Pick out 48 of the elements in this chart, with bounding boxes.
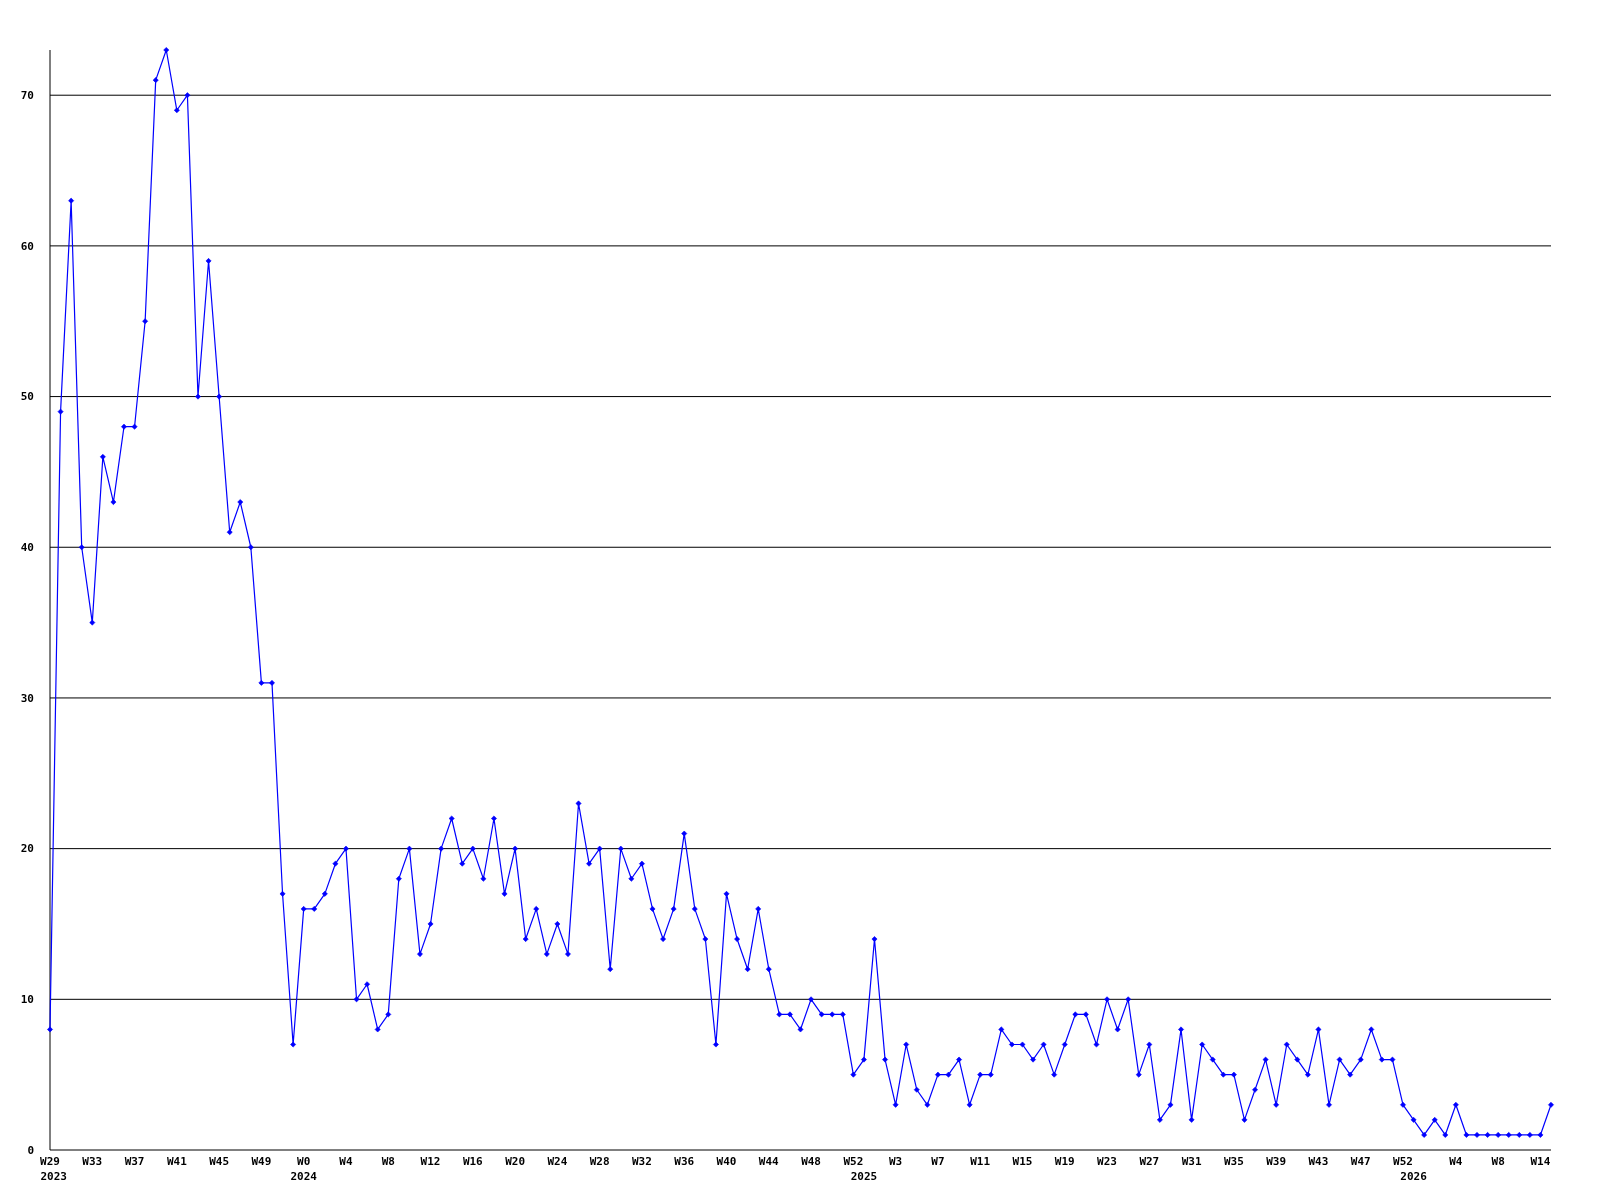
x-tick-label: W37	[124, 1155, 145, 1168]
x-tick-label: W16	[462, 1155, 484, 1168]
x-tick-label: W43	[1308, 1155, 1329, 1168]
x-tick-label: W35	[1223, 1155, 1244, 1168]
x-tick-label: W4	[339, 1155, 353, 1168]
y-tick-label: 60	[20, 239, 34, 253]
x-tick-label: W8	[1491, 1155, 1505, 1168]
x-tick-label: W12	[420, 1155, 441, 1168]
x-tick-label: W48	[801, 1155, 822, 1168]
x-tick-label: W49	[251, 1155, 272, 1168]
x-tick-label: W14	[1530, 1155, 1551, 1168]
x-tick-label: W28	[589, 1155, 610, 1168]
y-tick-label: 70	[20, 89, 34, 103]
x-tick-label: W44	[758, 1155, 780, 1168]
y-tick-label: 40	[20, 541, 34, 555]
x-tick-label: W32	[632, 1155, 652, 1168]
y-tick-label: 20	[20, 842, 34, 856]
y-tick-label: 0	[27, 1143, 34, 1157]
y-tick-label: 30	[20, 691, 34, 705]
x-tick-label: W20	[505, 1155, 526, 1168]
x-tick-label: W3	[889, 1155, 903, 1168]
x-tick-label: W19	[1054, 1155, 1075, 1168]
x-tick-label: W33	[82, 1155, 103, 1168]
x-tick-label: W29	[40, 1155, 60, 1168]
x-tick-label: W45	[209, 1155, 230, 1168]
x-tick-label: W52	[843, 1155, 864, 1168]
x-tick-label: W7	[931, 1155, 945, 1168]
text: 2024	[290, 1170, 318, 1183]
x-tick-label: W8	[381, 1155, 395, 1168]
text: 2025	[850, 1170, 878, 1183]
x-tick-label: W11	[970, 1155, 991, 1168]
x-tick-label: W31	[1181, 1155, 1202, 1168]
x-tick-label: W4	[1449, 1155, 1463, 1168]
x-tick-label: W36	[674, 1155, 695, 1168]
x-tick-label: W23	[1097, 1155, 1117, 1168]
y-tick-label: 50	[20, 390, 34, 404]
x-tick-label: W40	[716, 1155, 737, 1168]
x-tick-label: W52	[1393, 1155, 1413, 1168]
x-tick-label: W15	[1012, 1155, 1033, 1168]
text: 2026	[1400, 1170, 1428, 1183]
text: 2023	[40, 1170, 67, 1183]
x-tick-label: W41	[166, 1155, 188, 1168]
x-tick-label: W24	[547, 1155, 568, 1168]
x-tick-label: W27	[1139, 1155, 1160, 1168]
x-tick-label: W47	[1350, 1155, 1371, 1168]
x-tick-label: W0	[297, 1155, 311, 1168]
x-tick-label: W39	[1266, 1155, 1287, 1168]
y-tick-label: 10	[20, 993, 34, 1007]
